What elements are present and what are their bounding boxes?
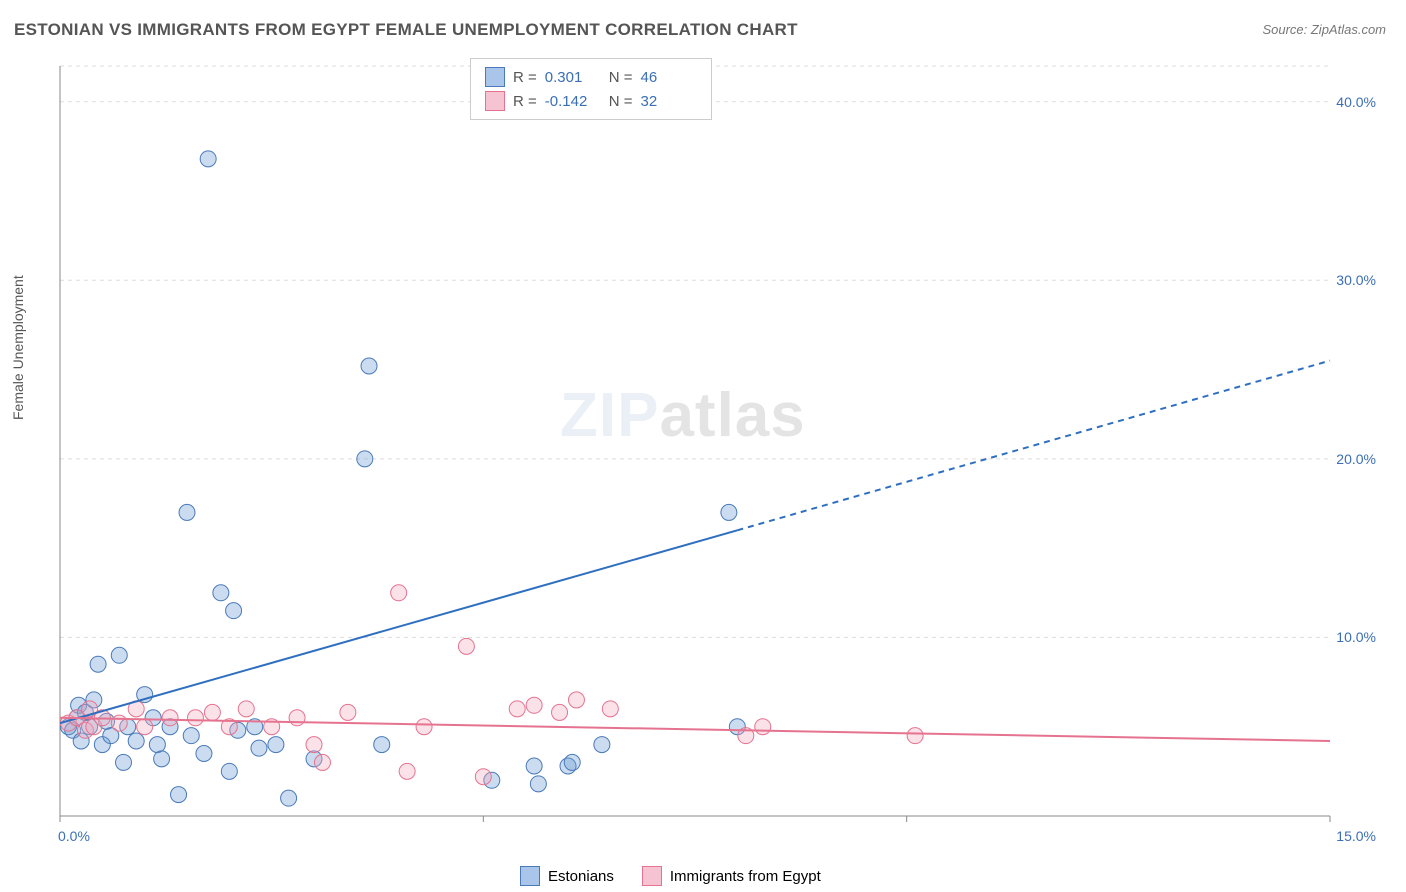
legend-item: Estonians <box>520 866 614 886</box>
source-label: Source: ZipAtlas.com <box>1262 22 1386 37</box>
legend-series: Estonians Immigrants from Egypt <box>520 866 821 886</box>
y-tick-label: 30.0% <box>1336 272 1376 288</box>
legend-swatch-icon <box>485 91 505 111</box>
y-axis-label: Female Unemployment <box>10 275 26 420</box>
y-tick-label: 20.0% <box>1336 451 1376 467</box>
n-label: N = <box>609 93 633 110</box>
legend-item-label: Estonians <box>548 868 614 885</box>
legend-stats-row: R = -0.142 N = 32 <box>485 89 697 113</box>
y-tick-label: 10.0% <box>1336 629 1376 645</box>
legend-item-label: Immigrants from Egypt <box>670 868 821 885</box>
x-tick-label: 15.0% <box>1336 828 1376 844</box>
legend-swatch-icon <box>642 866 662 886</box>
legend-item: Immigrants from Egypt <box>642 866 821 886</box>
legend-swatch-icon <box>520 866 540 886</box>
legend-swatch-icon <box>485 67 505 87</box>
r-label: R = <box>513 69 537 86</box>
chart-area: 10.0%20.0%30.0%40.0%0.0%15.0% <box>50 56 1380 836</box>
r-value: -0.142 <box>545 93 601 110</box>
chart-title: ESTONIAN VS IMMIGRANTS FROM EGYPT FEMALE… <box>14 20 798 40</box>
n-value: 46 <box>641 69 697 86</box>
legend-stats: R = 0.301 N = 46 R = -0.142 N = 32 <box>470 58 712 120</box>
scatter-chart <box>50 56 1380 836</box>
r-label: R = <box>513 93 537 110</box>
y-tick-label: 40.0% <box>1336 94 1376 110</box>
r-value: 0.301 <box>545 69 601 86</box>
n-value: 32 <box>641 93 697 110</box>
x-tick-label: 0.0% <box>58 828 90 844</box>
legend-stats-row: R = 0.301 N = 46 <box>485 65 697 89</box>
n-label: N = <box>609 69 633 86</box>
